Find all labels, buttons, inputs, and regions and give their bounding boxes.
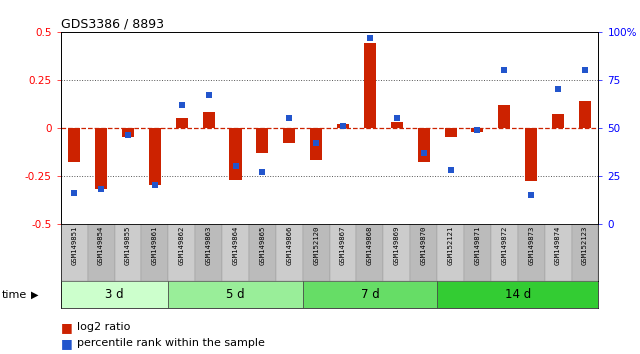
Text: time: time	[1, 290, 26, 299]
Bar	[579, 101, 591, 128]
Text: GDS3386 / 8893: GDS3386 / 8893	[61, 18, 164, 31]
Text: GSM149861: GSM149861	[152, 226, 158, 265]
Bar	[249, 224, 276, 281]
Text: GSM149863: GSM149863	[205, 226, 212, 265]
Bar	[364, 44, 376, 128]
Bar	[410, 224, 437, 281]
Text: GSM149868: GSM149868	[367, 226, 373, 265]
Bar	[391, 122, 403, 128]
Text: 7 d: 7 d	[360, 288, 380, 301]
Text: GSM149873: GSM149873	[528, 226, 534, 265]
Bar	[303, 281, 437, 308]
Bar	[356, 224, 383, 281]
Text: GSM149867: GSM149867	[340, 226, 346, 265]
Bar	[437, 224, 464, 281]
Bar	[222, 224, 249, 281]
Bar	[572, 224, 598, 281]
Bar	[337, 124, 349, 128]
Bar	[195, 224, 222, 281]
Text: ▶: ▶	[31, 290, 38, 299]
Bar	[518, 224, 545, 281]
Bar	[284, 128, 295, 143]
Bar	[472, 128, 483, 132]
Bar	[141, 224, 168, 281]
Bar	[95, 128, 107, 189]
Bar	[310, 128, 322, 160]
Bar	[122, 128, 134, 137]
Text: GSM149870: GSM149870	[420, 226, 427, 265]
Text: 5 d: 5 d	[226, 288, 245, 301]
Text: GSM152123: GSM152123	[582, 226, 588, 265]
Bar	[525, 128, 537, 181]
Text: GSM149869: GSM149869	[394, 226, 400, 265]
Bar	[418, 128, 429, 162]
Text: percentile rank within the sample: percentile rank within the sample	[77, 338, 265, 348]
Bar	[499, 105, 510, 128]
Bar	[176, 118, 188, 128]
Text: GSM149866: GSM149866	[286, 226, 292, 265]
Bar	[383, 224, 410, 281]
Text: ■: ■	[61, 337, 77, 350]
Text: 14 d: 14 d	[504, 288, 531, 301]
Bar	[168, 224, 195, 281]
Bar	[330, 224, 356, 281]
Text: 3 d: 3 d	[105, 288, 124, 301]
Bar	[303, 224, 330, 281]
Bar	[464, 224, 491, 281]
Text: GSM149855: GSM149855	[125, 226, 131, 265]
Bar	[68, 128, 80, 162]
Bar	[230, 128, 241, 179]
Bar	[61, 281, 168, 308]
Text: GSM149864: GSM149864	[232, 226, 239, 265]
Text: GSM152121: GSM152121	[447, 226, 454, 265]
Text: GSM152120: GSM152120	[313, 226, 319, 265]
Bar	[552, 114, 564, 128]
Text: GSM149874: GSM149874	[555, 226, 561, 265]
Text: ■: ■	[61, 321, 77, 334]
Text: GSM149871: GSM149871	[474, 226, 481, 265]
Bar	[149, 128, 161, 185]
Bar	[437, 281, 598, 308]
Text: GSM149872: GSM149872	[501, 226, 508, 265]
Bar	[115, 224, 141, 281]
Bar	[88, 224, 115, 281]
Text: GSM149851: GSM149851	[71, 226, 77, 265]
Text: GSM149854: GSM149854	[98, 226, 104, 265]
Text: GSM149865: GSM149865	[259, 226, 266, 265]
Bar	[203, 113, 214, 128]
Bar	[545, 224, 572, 281]
Text: GSM149862: GSM149862	[179, 226, 185, 265]
Bar	[491, 224, 518, 281]
Bar	[61, 224, 88, 281]
Bar	[168, 281, 303, 308]
Text: log2 ratio: log2 ratio	[77, 322, 130, 332]
Bar	[257, 128, 268, 153]
Bar	[276, 224, 303, 281]
Bar	[445, 128, 456, 137]
